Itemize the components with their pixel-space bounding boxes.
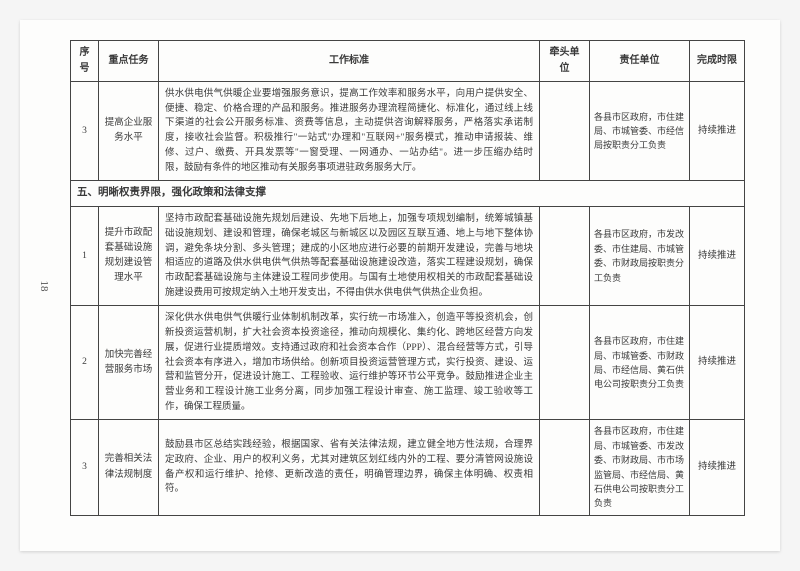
cell-seq: 3 <box>71 420 99 515</box>
header-deadline: 完成时限 <box>690 41 745 82</box>
cell-standard: 坚持市政配套基础设施先规划后建设、先地下后地上，加强专项规划编制，统筹城镇基础设… <box>159 207 540 306</box>
cell-lead <box>540 306 590 420</box>
cell-seq: 2 <box>71 306 99 420</box>
header-task: 重点任务 <box>99 41 159 82</box>
cell-task: 提高企业服务水平 <box>99 82 159 181</box>
cell-seq: 1 <box>71 207 99 306</box>
table-row: 2 加快完善经营服务市场 深化供水供电供气供暖行业体制机制改革，实行统一市场准入… <box>71 306 745 420</box>
cell-deadline: 持续推进 <box>690 207 745 306</box>
header-seq: 序号 <box>71 41 99 82</box>
cell-standard: 鼓励县市区总结实践经验，根据国家、省有关法律法规，建立健全地方性法规，合理界定政… <box>159 420 540 515</box>
cell-resp: 各县市区政府，市住建局、市城管委、市经信局按职责分工负责 <box>590 82 690 181</box>
table-row: 3 完善相关法律法规制度 鼓励县市区总结实践经验，根据国家、省有关法律法规，建立… <box>71 420 745 515</box>
section-header-row: 五、明晰权责界限，强化政策和法律支撑 <box>71 181 745 207</box>
cell-standard: 深化供水供电供气供暖行业体制机制改革，实行统一市场准入，创造平等投资机会，创新投… <box>159 306 540 420</box>
cell-seq: 3 <box>71 82 99 181</box>
policy-table: 序号 重点任务 工作标准 牵头单位 责任单位 完成时限 3 提高企业服务水平 供… <box>70 40 745 516</box>
page-number: 18 <box>38 280 50 291</box>
cell-resp: 各县市区政府，市住建局、市城管委、市财政局、市经信局、黄石供电公司按职责分工负责 <box>590 306 690 420</box>
cell-deadline: 持续推进 <box>690 306 745 420</box>
document-page: 18 序号 重点任务 工作标准 牵头单位 责任单位 完成时限 3 提高企业服务水… <box>20 20 780 551</box>
header-resp: 责任单位 <box>590 41 690 82</box>
cell-task: 加快完善经营服务市场 <box>99 306 159 420</box>
table-row: 3 提高企业服务水平 供水供电供气供暖企业要增强服务意识，提高工作效率和服务水平… <box>71 82 745 181</box>
table-header-row: 序号 重点任务 工作标准 牵头单位 责任单位 完成时限 <box>71 41 745 82</box>
section-title: 五、明晰权责界限，强化政策和法律支撑 <box>71 181 745 207</box>
cell-lead <box>540 420 590 515</box>
header-standard: 工作标准 <box>159 41 540 82</box>
cell-resp: 各县市区政府，市住建局、市城管委、市发改委、市财政局、市市场监管局、市经信局、黄… <box>590 420 690 515</box>
cell-task: 完善相关法律法规制度 <box>99 420 159 515</box>
cell-lead <box>540 82 590 181</box>
cell-task: 提升市政配套基础设施规划建设管理水平 <box>99 207 159 306</box>
table-row: 1 提升市政配套基础设施规划建设管理水平 坚持市政配套基础设施先规划后建设、先地… <box>71 207 745 306</box>
cell-deadline: 持续推进 <box>690 82 745 181</box>
cell-standard: 供水供电供气供暖企业要增强服务意识，提高工作效率和服务水平，向用户提供安全、便捷… <box>159 82 540 181</box>
header-lead: 牵头单位 <box>540 41 590 82</box>
cell-resp: 各县市区政府，市发改委、市住建局、市城管委、市财政局按职责分工负责 <box>590 207 690 306</box>
cell-deadline: 持续推进 <box>690 420 745 515</box>
cell-lead <box>540 207 590 306</box>
